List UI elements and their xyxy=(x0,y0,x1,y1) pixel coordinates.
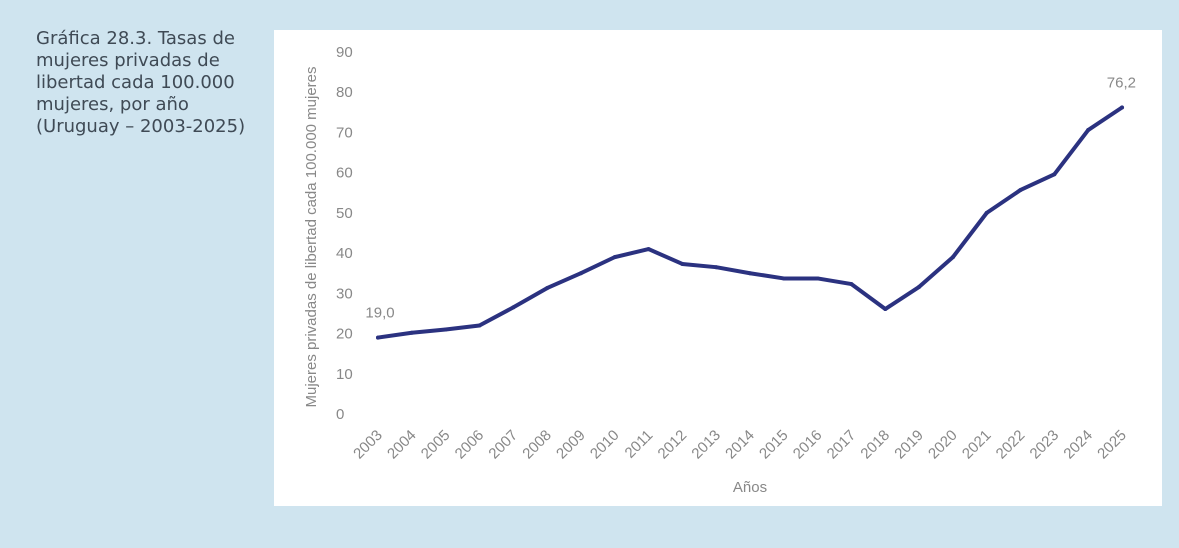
x-tick-label: 2008 xyxy=(519,427,555,463)
data-labels: 19,0 76,2 xyxy=(365,75,1136,322)
y-tick-label: 70 xyxy=(336,124,353,141)
series-line xyxy=(376,105,1124,340)
data-point xyxy=(714,265,719,270)
x-tick-label: 2010 xyxy=(587,427,623,463)
line-chart: 0 10 20 30 40 50 60 70 80 90 20032004200520062007… xyxy=(303,44,1136,496)
x-tick-label: 2014 xyxy=(722,427,758,463)
x-tick-label: 2025 xyxy=(1094,427,1130,463)
y-tick-label: 80 xyxy=(336,84,353,101)
x-tick-label: 2006 xyxy=(452,427,488,463)
data-point xyxy=(409,330,414,335)
data-point xyxy=(781,276,786,281)
y-axis-ticks: 0 10 20 30 40 50 60 70 80 90 xyxy=(336,44,353,423)
data-point xyxy=(511,305,516,310)
data-point xyxy=(1018,187,1023,192)
data-point xyxy=(545,286,550,291)
data-point xyxy=(477,323,482,328)
data-point xyxy=(883,307,888,312)
data-point xyxy=(376,335,380,340)
x-tick-label: 2005 xyxy=(418,427,454,463)
y-tick-label: 90 xyxy=(336,44,353,61)
x-tick-label: 2016 xyxy=(790,427,826,463)
data-point xyxy=(443,327,448,332)
x-tick-label: 2022 xyxy=(993,427,1029,463)
y-tick-label: 40 xyxy=(336,245,353,262)
data-point xyxy=(849,282,854,287)
data-point xyxy=(646,247,651,252)
chart-panel: 0 10 20 30 40 50 60 70 80 90 2003 2004 2005 2006 2007… xyxy=(274,30,1162,506)
x-tick-label: 2024 xyxy=(1060,427,1096,463)
chart-caption: Gráfica 28.3. Tasas de mujeres privadas … xyxy=(36,28,246,137)
y-tick-label: 0 xyxy=(336,406,344,423)
x-tick-label: 2013 xyxy=(688,427,724,463)
x-tick-label: 2018 xyxy=(857,427,893,463)
y-tick-label: 20 xyxy=(336,326,353,343)
data-point xyxy=(1052,172,1057,177)
data-point xyxy=(1086,128,1091,133)
y-tick-label: 60 xyxy=(336,165,353,182)
y-tick-label: 50 xyxy=(336,205,353,222)
x-tick-label: 2007 xyxy=(485,427,521,463)
x-axis-ticks: 2003200420052006200720082009201020112012… xyxy=(350,427,1130,463)
y-tick-label: 30 xyxy=(336,285,353,302)
x-tick-label: 2004 xyxy=(384,427,420,463)
x-tick-label: 2003 xyxy=(350,427,386,463)
x-tick-label: 2020 xyxy=(925,427,961,463)
data-label: 76,2 xyxy=(1107,75,1136,92)
y-axis-label: Mujeres privadas de libertad cada 100.00… xyxy=(303,66,320,407)
x-tick-label: 2015 xyxy=(756,427,792,463)
x-tick-label: 2021 xyxy=(959,427,995,463)
data-point xyxy=(984,210,989,215)
x-tick-label: 2009 xyxy=(553,427,589,463)
data-point xyxy=(917,284,922,289)
x-tick-label: 2011 xyxy=(622,427,657,462)
data-point xyxy=(1120,105,1124,110)
series-layer xyxy=(376,105,1124,340)
data-point xyxy=(950,255,955,260)
data-point xyxy=(612,255,617,260)
data-point xyxy=(748,271,752,276)
x-tick-label: 2017 xyxy=(824,427,860,463)
data-point xyxy=(578,271,583,276)
y-tick-label: 10 xyxy=(336,366,353,383)
x-tick-label: 2019 xyxy=(891,427,927,463)
data-label: 19,0 xyxy=(365,305,394,322)
data-point xyxy=(680,261,685,266)
data-point xyxy=(815,276,820,281)
x-tick-label: 2012 xyxy=(655,427,691,463)
x-tick-label: 2023 xyxy=(1027,427,1063,463)
x-axis-label: Años xyxy=(733,479,767,496)
